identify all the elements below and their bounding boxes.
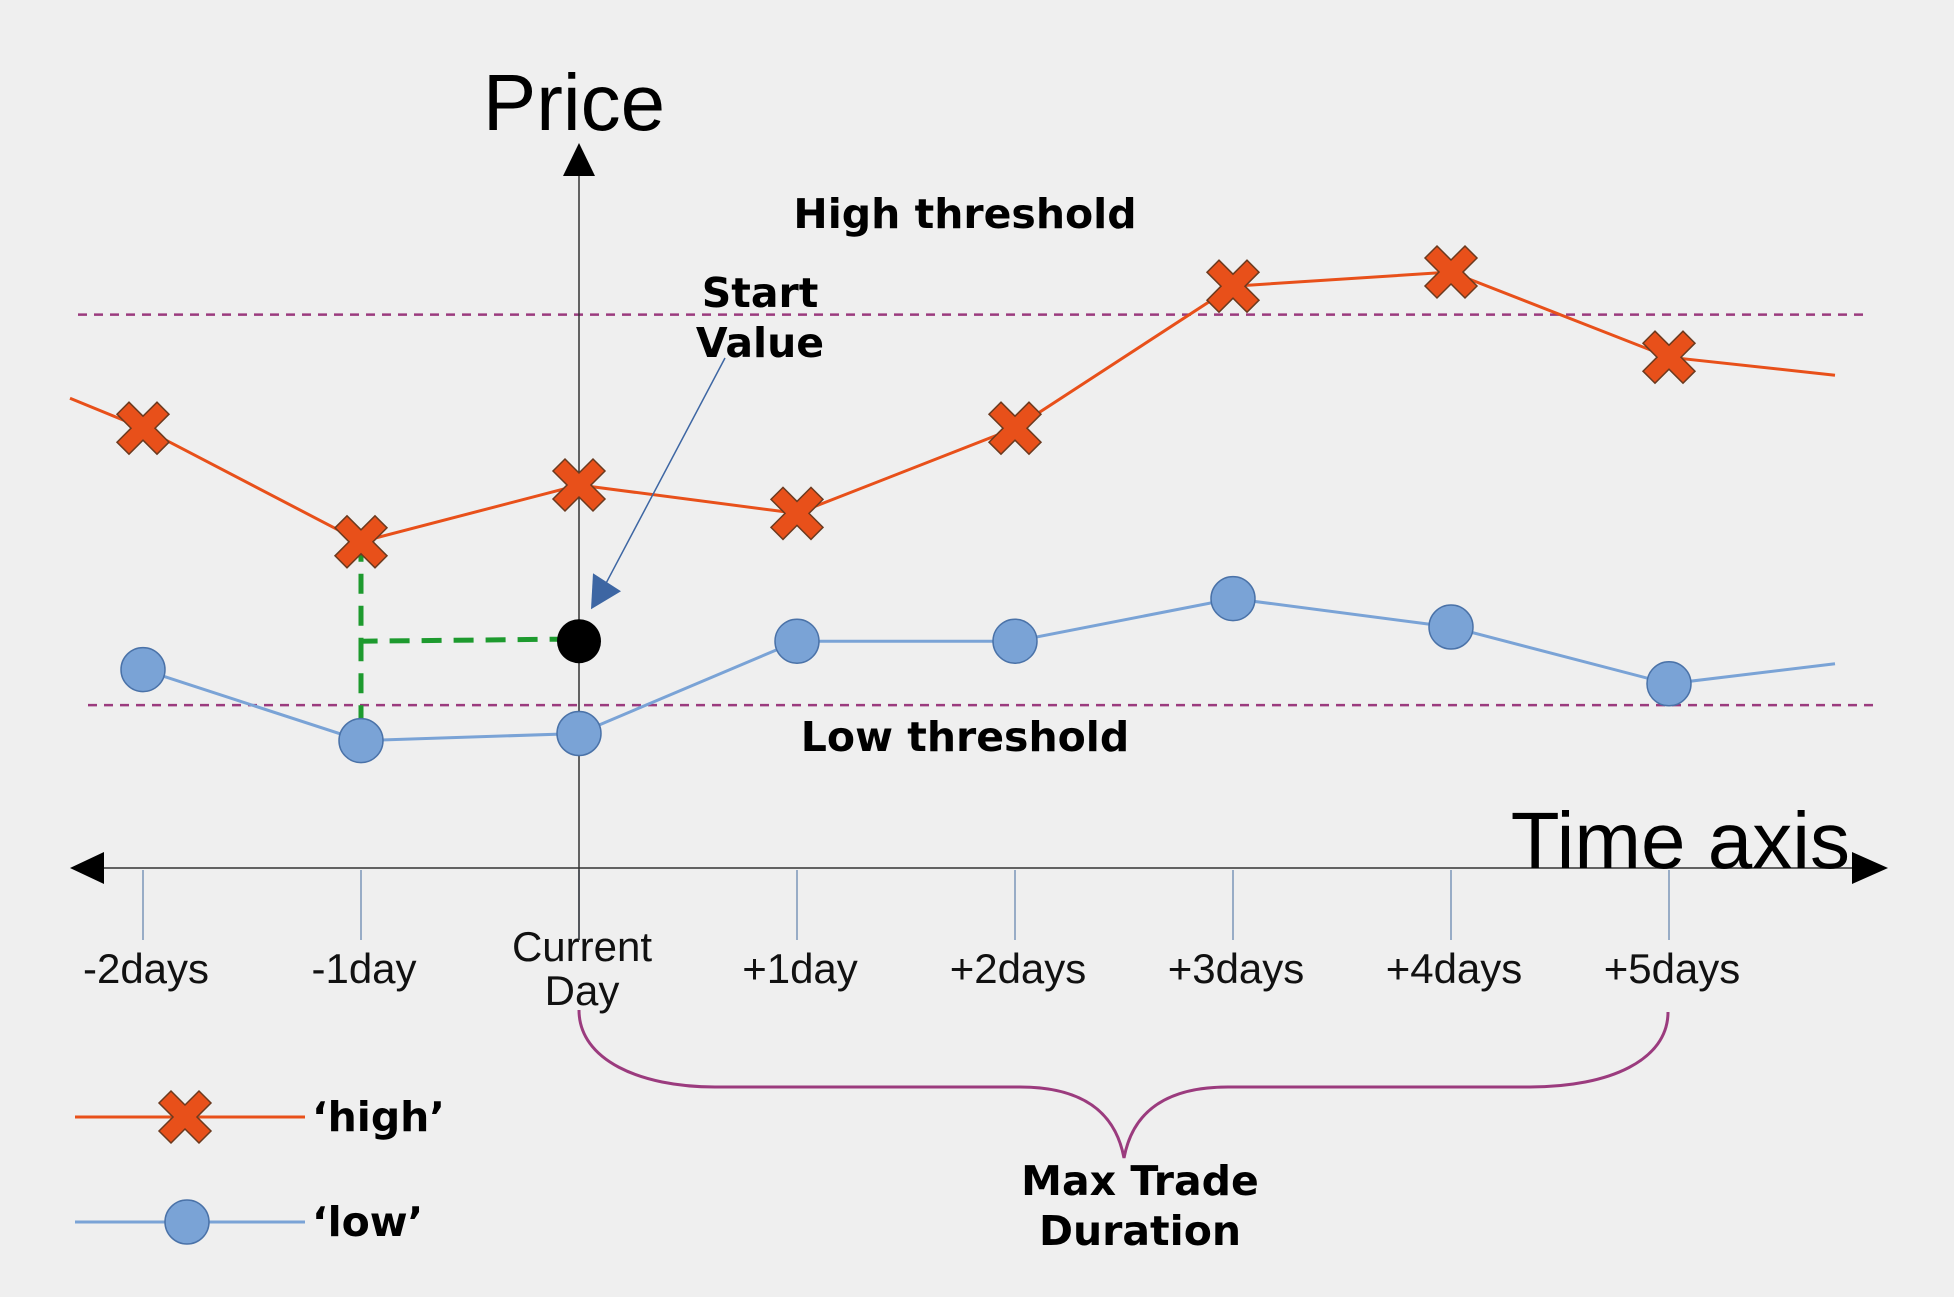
- high-data-point: [770, 486, 824, 541]
- low-data-point: [1646, 661, 1692, 707]
- x-tick-label: Current: [512, 923, 652, 970]
- x-tick-label: +5days: [1604, 945, 1741, 992]
- high-threshold-label: High threshold: [793, 190, 1136, 238]
- x-tick-label: +1day: [742, 945, 858, 992]
- high-data-point: [988, 401, 1042, 455]
- legend-low-marker-icon: [164, 1199, 210, 1245]
- high-series: [69, 245, 1836, 569]
- max-trade-duration-brace: [577, 1009, 1670, 1159]
- price-axis-title: Price: [483, 58, 665, 147]
- legend-low-label: ‘low’: [312, 1198, 423, 1246]
- legend-item-high: ‘high’: [75, 1090, 445, 1144]
- max-trade-duration-label-line1: Max Trade: [1021, 1157, 1259, 1205]
- start-value-guide-line: [358, 541, 560, 644]
- x-tick-label: +4days: [1386, 945, 1523, 992]
- x-tick-label: +2days: [950, 945, 1087, 992]
- start-value-label-line1: Start: [702, 269, 819, 317]
- high-series-line: [69, 270, 1836, 544]
- start-value-point: [557, 619, 601, 664]
- high-data-point: [116, 401, 170, 455]
- start-value-label-line2: Value: [696, 319, 824, 367]
- start-value-pointer-arrow-icon: [591, 573, 621, 610]
- low-data-point: [556, 710, 602, 757]
- max-trade-duration-label-line2: Duration: [1039, 1207, 1241, 1255]
- time-axis-title: Time axis: [1511, 796, 1850, 885]
- low-data-point: [120, 646, 166, 693]
- low-data-point: [338, 717, 384, 764]
- x-tick-label: Day: [545, 967, 620, 1014]
- low-series: [120, 575, 1836, 764]
- time-axis-left-arrow-icon: [70, 852, 104, 884]
- high-data-point: [1642, 330, 1696, 384]
- legend-item-low: ‘low’: [75, 1198, 423, 1246]
- legend-high-label: ‘high’: [312, 1093, 445, 1141]
- price-axis-arrow-icon: [563, 143, 595, 176]
- time-axis-right-arrow-icon: [1852, 852, 1888, 884]
- low-data-point: [992, 618, 1038, 664]
- low-data-point: [1210, 575, 1256, 622]
- x-tick-label: -2days: [83, 945, 209, 992]
- low-data-point: [1428, 604, 1474, 650]
- low-data-point: [774, 618, 820, 664]
- legend: ‘high’ ‘low’: [75, 1090, 445, 1246]
- low-threshold-label: Low threshold: [801, 713, 1129, 761]
- x-tick-label: +3days: [1168, 945, 1305, 992]
- x-tick-label: -1day: [311, 945, 416, 992]
- start-value-pointer-line: [604, 357, 726, 586]
